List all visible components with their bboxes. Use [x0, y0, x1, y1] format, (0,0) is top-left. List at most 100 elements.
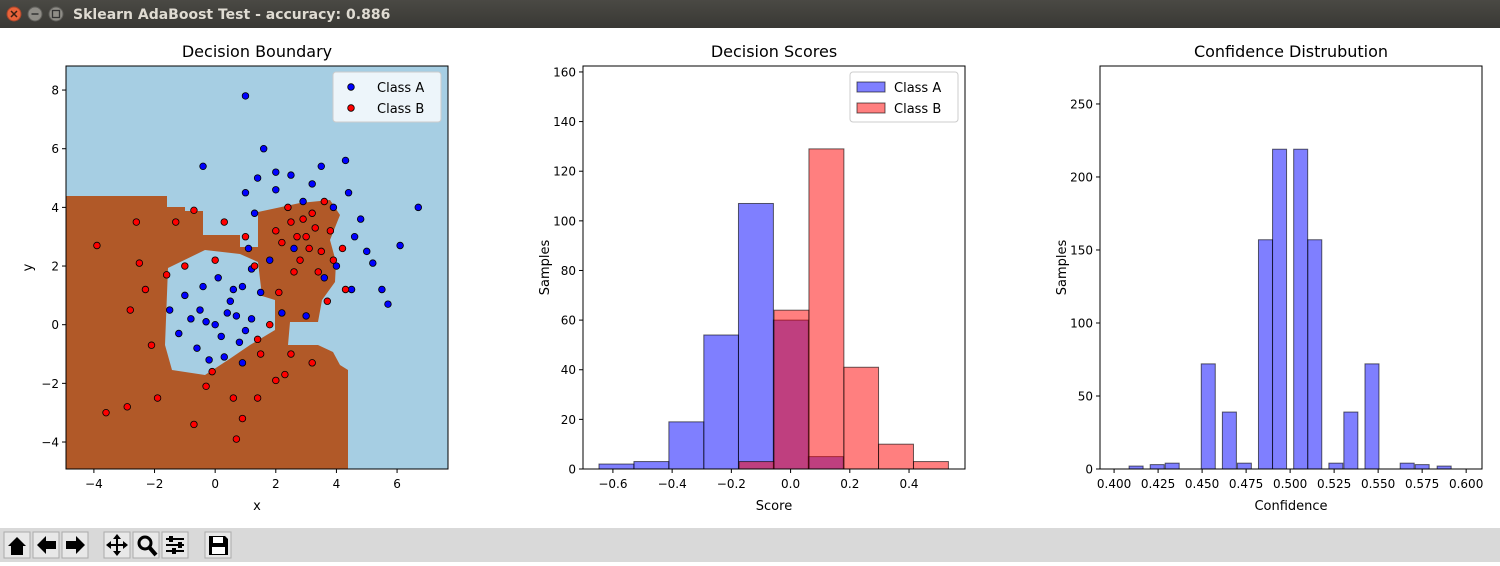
- y-tick-label: 0: [1085, 463, 1093, 477]
- axes-frame: [65, 65, 449, 470]
- scatter-point: [253, 335, 262, 344]
- y-tick-label: 0: [51, 318, 59, 332]
- legend-label: Class A: [377, 81, 424, 96]
- scatter-point: [241, 189, 250, 197]
- scatter-point: [220, 353, 228, 361]
- legend-label: Class B: [894, 102, 941, 117]
- scatter-point: [308, 209, 316, 217]
- scatter-point: [241, 233, 250, 241]
- histogram-bar: [878, 443, 914, 470]
- scatter-point: [332, 262, 341, 270]
- legend-label: Class A: [894, 81, 941, 96]
- scatter-point: [241, 92, 250, 100]
- scatter-point: [229, 394, 238, 402]
- x-tick-label: 0.2: [840, 477, 859, 491]
- back-button[interactable]: [32, 531, 60, 559]
- scatter-point: [272, 376, 280, 385]
- scatter-point: [369, 259, 377, 267]
- bar: [1364, 363, 1380, 470]
- x-tick-label: 0.500: [1273, 477, 1307, 491]
- home-button[interactable]: [3, 531, 31, 559]
- scatter-point: [311, 224, 319, 232]
- legend-patch: [856, 81, 886, 93]
- scatter-point: [278, 238, 286, 247]
- scatter-point: [165, 306, 174, 314]
- scatter-point: [132, 218, 141, 226]
- bar: [1399, 462, 1415, 470]
- x-tick-label: 0.450: [1185, 477, 1219, 491]
- y-tick-label: 50: [1078, 389, 1093, 403]
- x-tick-label: −0.4: [658, 477, 687, 491]
- scatter-point: [341, 285, 350, 294]
- scatter-point: [284, 203, 292, 212]
- scatter-point: [241, 326, 250, 335]
- scatter-point: [290, 268, 298, 276]
- configure-button[interactable]: [161, 531, 189, 559]
- scatter-point: [314, 268, 322, 276]
- bar: [1343, 411, 1359, 470]
- scatter-point: [175, 329, 183, 338]
- y-axis-label: Samples: [538, 240, 553, 296]
- scatter-point: [244, 244, 253, 253]
- histogram-bar: [738, 461, 775, 470]
- legend-marker: [347, 104, 355, 112]
- legend-label: Class B: [377, 102, 424, 117]
- scatter-point: [220, 218, 228, 226]
- scatter-point: [363, 247, 371, 256]
- scatter-point: [329, 256, 338, 264]
- y-tick-label: −2: [41, 377, 59, 391]
- scatter-point: [272, 168, 280, 176]
- scatter-point: [205, 356, 213, 364]
- y-tick-label: 250: [1070, 97, 1093, 111]
- x-tick-label: 0.425: [1141, 477, 1175, 491]
- scatter-point: [344, 189, 353, 197]
- chart-title: Decision Boundary: [182, 42, 332, 61]
- histogram-bar: [737, 202, 774, 470]
- scatter-point: [272, 186, 280, 194]
- scatter-point: [290, 244, 298, 253]
- x-tick-label: −0.2: [717, 477, 746, 491]
- chart-title: Decision Scores: [711, 42, 837, 61]
- x-tick-label: 0.475: [1229, 477, 1263, 491]
- scatter-point: [299, 215, 307, 223]
- scatter-point: [299, 197, 307, 206]
- bar: [1221, 411, 1237, 470]
- scatter-point: [190, 206, 198, 215]
- zoom-button[interactable]: [132, 531, 160, 559]
- histogram-bar: [843, 366, 880, 470]
- scatter-point: [226, 297, 235, 305]
- legend-patch: [856, 102, 886, 114]
- scatter-point: [153, 394, 162, 402]
- x-tick-label: 0.400: [1097, 477, 1131, 491]
- x-tick-label: 0.600: [1449, 477, 1483, 491]
- y-tick-label: −4: [41, 436, 59, 450]
- bar: [1328, 462, 1344, 470]
- y-tick-label: 0: [568, 463, 576, 477]
- y-axis-label: y: [21, 263, 36, 271]
- y-tick-label: 20: [561, 413, 576, 427]
- scatter-point: [256, 288, 265, 297]
- scatter-point: [296, 256, 304, 264]
- scatter-point: [141, 285, 150, 294]
- y-tick-label: 100: [553, 214, 576, 228]
- scatter-point: [232, 435, 241, 443]
- maximize-button[interactable]: [48, 6, 64, 22]
- scatter-point: [278, 309, 286, 317]
- scatter-point: [232, 312, 241, 320]
- bar: [1293, 148, 1309, 470]
- scatter-point: [293, 233, 301, 241]
- save-button[interactable]: [204, 531, 232, 559]
- pan-button[interactable]: [103, 531, 131, 559]
- x-tick-label: −0.6: [598, 477, 627, 491]
- y-tick-label: 4: [51, 201, 59, 215]
- x-axis-label: x: [253, 499, 261, 514]
- scatter-point: [384, 300, 392, 308]
- scatter-point: [238, 414, 247, 423]
- scatter-point: [259, 145, 268, 153]
- x-tick-label: 0: [211, 477, 219, 491]
- scatter-point: [123, 403, 131, 411]
- forward-button[interactable]: [61, 531, 89, 559]
- window-title: Sklearn AdaBoost Test - accuracy: 0.886: [73, 7, 390, 23]
- scatter-point: [193, 344, 201, 352]
